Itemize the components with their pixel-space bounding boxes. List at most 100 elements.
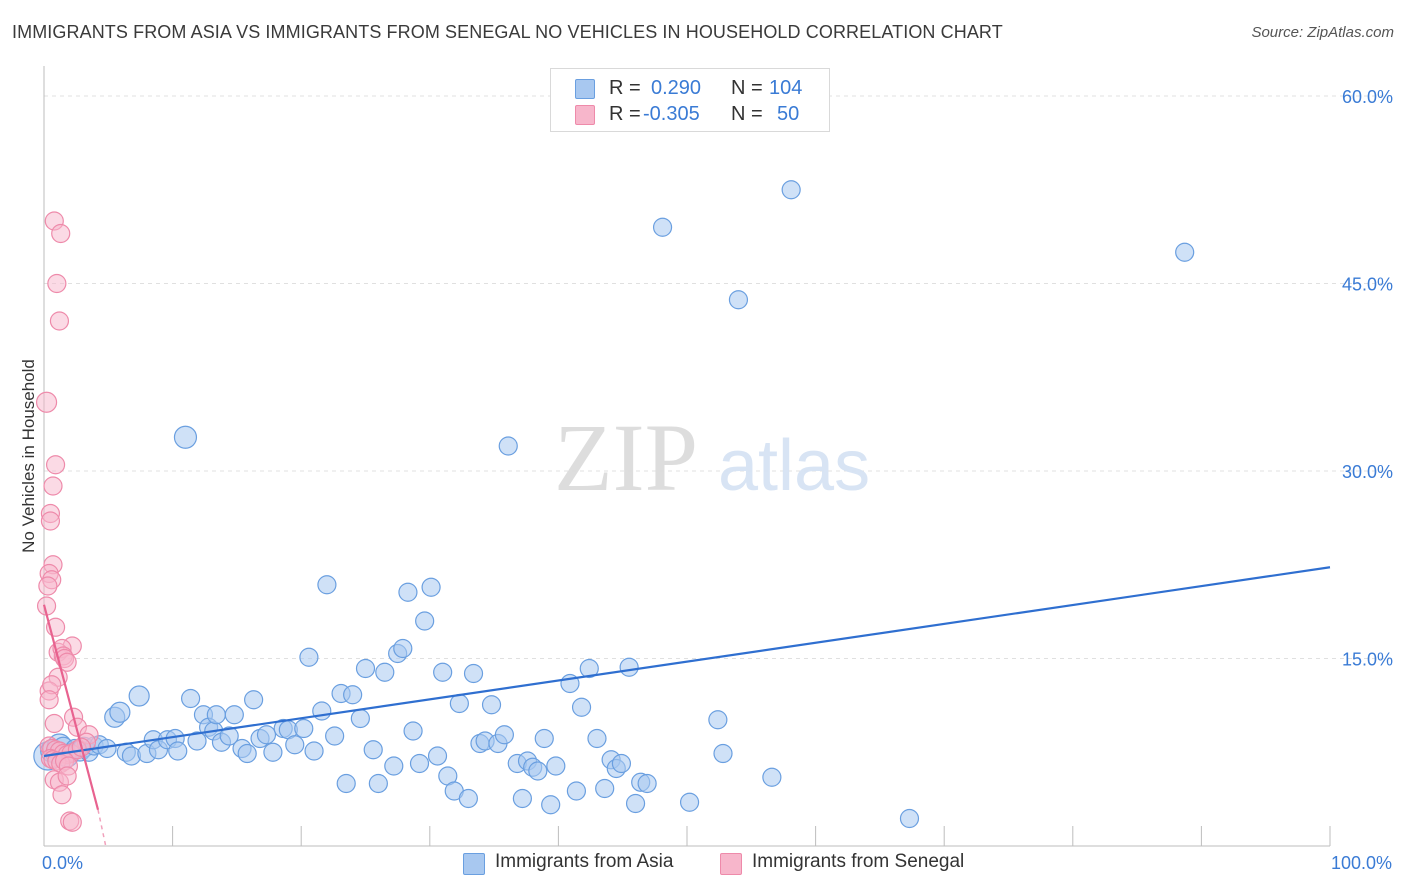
tick-labels: 15.0% 30.0% 45.0% 60.0% 0.0% 100.0% bbox=[42, 87, 1393, 873]
y-axis-label: No Vehicles in Household bbox=[19, 359, 38, 553]
asia-point bbox=[449, 693, 469, 714]
legend-label-senegal: Immigrants from Senegal bbox=[752, 851, 965, 872]
asia-point bbox=[713, 743, 733, 764]
asia-point bbox=[109, 701, 131, 723]
legend-r-label: R = bbox=[609, 77, 641, 99]
asia-point bbox=[595, 778, 615, 799]
asia-point bbox=[625, 793, 646, 814]
source-label: Source: ZipAtlas.com bbox=[1251, 24, 1394, 41]
asia-point bbox=[398, 582, 418, 602]
asia-point bbox=[393, 638, 413, 659]
asia-point bbox=[498, 436, 518, 456]
asia-point bbox=[528, 761, 548, 781]
asia-point bbox=[237, 743, 257, 764]
legend-n-label: N = bbox=[731, 103, 763, 125]
asia-point bbox=[336, 773, 356, 794]
y-tick-label: 30.0% bbox=[1342, 462, 1393, 482]
asia-point bbox=[403, 721, 423, 741]
asia-point bbox=[637, 773, 657, 794]
asia-point bbox=[566, 781, 587, 801]
asia-point bbox=[206, 705, 226, 725]
legend-swatch-senegal bbox=[720, 853, 742, 875]
senegal-point bbox=[62, 812, 82, 832]
x-tick-label: 0.0% bbox=[42, 853, 83, 873]
asia-point bbox=[781, 180, 801, 200]
senegal-point bbox=[49, 311, 70, 331]
senegal-point bbox=[57, 766, 77, 786]
senegal-point bbox=[51, 223, 71, 244]
asia-point bbox=[708, 710, 728, 730]
asia-point bbox=[679, 792, 700, 812]
asia-point bbox=[355, 658, 376, 679]
asia-point bbox=[579, 658, 599, 679]
legend-r-label: R = bbox=[609, 103, 641, 125]
asia-point bbox=[512, 788, 532, 809]
asia-point bbox=[350, 708, 370, 729]
legend-n-label: N = bbox=[731, 77, 763, 99]
asia-point bbox=[409, 753, 430, 774]
asia-point bbox=[762, 767, 782, 787]
asia-point bbox=[256, 725, 277, 745]
legend-r-value: -0.305 bbox=[643, 103, 700, 125]
asia-trend-line bbox=[43, 566, 1331, 758]
asia-point bbox=[728, 290, 749, 310]
asia-point bbox=[294, 718, 314, 739]
correlation-legend: R = 0.290 N = 104 R = -0.305 N = 50 bbox=[550, 68, 830, 132]
asia-point bbox=[619, 657, 639, 677]
asia-point bbox=[433, 662, 453, 682]
legend-n-value: 104 bbox=[769, 77, 803, 99]
asia-point bbox=[181, 688, 201, 709]
watermark-atlas: atlas bbox=[718, 426, 870, 506]
asia-point bbox=[427, 746, 448, 766]
trend-lines bbox=[42, 566, 1331, 847]
senegal-point bbox=[38, 576, 58, 596]
asia-point bbox=[219, 726, 239, 746]
asia-point bbox=[415, 611, 435, 631]
asia-point bbox=[263, 742, 283, 762]
asia-point bbox=[458, 788, 478, 809]
y-tick-label: 45.0% bbox=[1342, 275, 1393, 295]
asia-point bbox=[494, 725, 514, 745]
senegal-point bbox=[40, 511, 61, 531]
asia-point bbox=[421, 577, 441, 597]
asia-point bbox=[224, 705, 244, 725]
legend-r-value: 0.290 bbox=[651, 77, 702, 99]
asia-point bbox=[571, 697, 592, 717]
asia-point bbox=[368, 773, 388, 794]
senegal-point bbox=[35, 391, 58, 413]
asia-point bbox=[317, 575, 337, 595]
asia-point bbox=[652, 217, 673, 237]
asia-point bbox=[173, 425, 198, 449]
asia-point bbox=[587, 728, 607, 749]
senegal-point bbox=[47, 273, 67, 294]
asia-point bbox=[534, 728, 554, 749]
asia-point bbox=[384, 756, 404, 776]
x-tick-label: 100.0% bbox=[1331, 853, 1392, 873]
asia-point bbox=[363, 740, 383, 760]
senegal-point bbox=[45, 455, 66, 475]
asia-point bbox=[244, 690, 264, 710]
asia-point bbox=[375, 662, 395, 682]
watermark-zip: ZIP bbox=[554, 404, 698, 511]
asia-point bbox=[541, 795, 561, 815]
senegal-point bbox=[44, 713, 64, 734]
asia-point bbox=[325, 726, 345, 746]
chart-title: IMMIGRANTS FROM ASIA VS IMMIGRANTS FROM … bbox=[12, 22, 1003, 42]
senegal-point bbox=[52, 785, 72, 805]
asia-point bbox=[899, 808, 920, 829]
senegal-trend-line bbox=[42, 604, 100, 811]
axes bbox=[43, 66, 1331, 847]
legend-label-asia: Immigrants from Asia bbox=[495, 851, 674, 872]
asia-point bbox=[611, 753, 632, 774]
asia-point bbox=[463, 663, 484, 684]
grid-lines bbox=[44, 95, 1394, 659]
senegal-point bbox=[39, 690, 59, 710]
y-tick-label: 15.0% bbox=[1342, 650, 1393, 670]
asia-point bbox=[343, 685, 363, 705]
legend-swatch-asia bbox=[575, 79, 595, 99]
asia-point bbox=[1175, 242, 1195, 262]
asia-point bbox=[481, 695, 502, 715]
legend-swatch-senegal bbox=[575, 105, 595, 125]
legend-n-value: 50 bbox=[777, 103, 800, 125]
